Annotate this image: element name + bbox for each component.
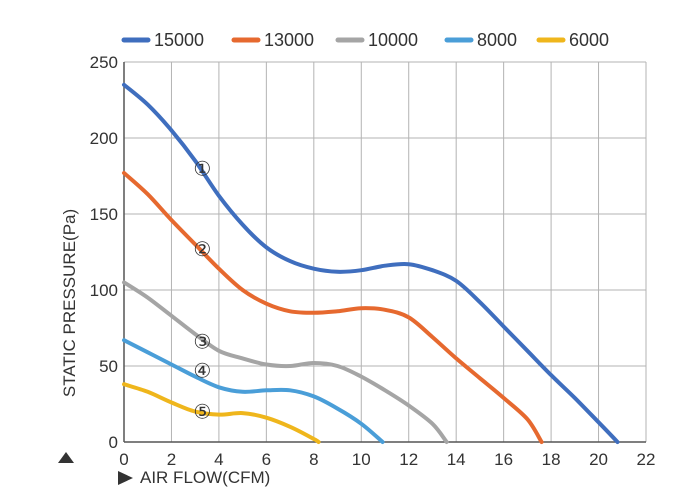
y-tick-label: 200: [90, 129, 118, 148]
x-tick-label: 18: [542, 450, 561, 469]
legend-label-15000: 15000: [154, 30, 204, 50]
x-tick-label: 6: [262, 450, 271, 469]
y-axis-arrow-icon: [58, 452, 74, 463]
curve-label-4: ④: [193, 361, 211, 383]
legend: 15000 13000 10000 8000 6000: [121, 30, 609, 50]
legend-label-13000: 13000: [264, 30, 314, 50]
x-tick-label: 4: [214, 450, 223, 469]
series-lines: [122, 82, 620, 444]
y-tick-label: 150: [90, 205, 118, 224]
x-axis-title: AIR FLOW(CFM): [140, 468, 270, 487]
x-tick-label: 16: [494, 450, 513, 469]
series-line-8000: [122, 338, 385, 444]
curve-label-5: ⑤: [193, 402, 211, 424]
y-tick-label: 100: [90, 281, 118, 300]
curve-label-3: ③: [193, 332, 211, 354]
x-tick-label: 22: [637, 450, 656, 469]
x-tick-label: 8: [309, 450, 318, 469]
axes: 0 2 4 6 8 10 12 14 16 18 20 22 0 50 100 150 200 250: [90, 53, 656, 469]
x-tick-label: 20: [589, 450, 608, 469]
x-tick-label: 14: [447, 450, 466, 469]
x-axis-arrow-icon: [118, 471, 133, 485]
y-tick-label: 50: [99, 357, 118, 376]
y-tick-label: 0: [109, 433, 118, 452]
legend-label-8000: 8000: [477, 30, 517, 50]
series-line-13000: [122, 171, 544, 444]
curve-labels: ① ② ③ ④ ⑤: [193, 158, 211, 423]
x-tick-label: 0: [119, 450, 128, 469]
curve-label-1: ①: [193, 158, 211, 180]
y-axis-title: STATIC PRESSURE(Pa): [60, 209, 79, 397]
series-line-10000: [122, 280, 449, 444]
x-tick-label: 10: [352, 450, 371, 469]
series-line-6000: [122, 382, 321, 444]
legend-label-6000: 6000: [569, 30, 609, 50]
x-tick-label: 12: [399, 450, 418, 469]
series-line-15000: [122, 82, 620, 444]
y-tick-label: 250: [90, 53, 118, 72]
curve-label-2: ②: [193, 239, 211, 261]
x-tick-label: 2: [167, 450, 176, 469]
legend-label-10000: 10000: [368, 30, 418, 50]
